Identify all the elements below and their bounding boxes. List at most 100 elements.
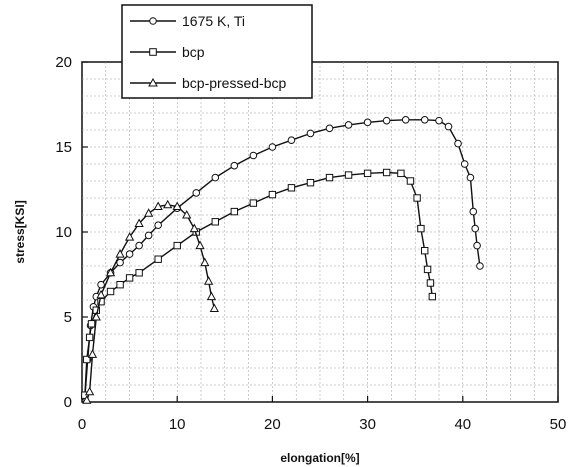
y-tick-label: 0 xyxy=(64,394,72,411)
legend-entry-1: 1675 K, Ti xyxy=(130,13,245,29)
series-3 xyxy=(82,199,219,404)
data-point-circle xyxy=(382,116,391,125)
data-point-circle xyxy=(466,173,475,182)
data-point-square xyxy=(421,247,429,255)
data-point-triangle xyxy=(195,240,205,250)
data-point-triangle xyxy=(172,201,182,210)
data-point-triangle xyxy=(134,218,144,227)
data-point-square xyxy=(173,241,181,250)
data-point-square xyxy=(417,224,425,233)
data-point-square xyxy=(413,194,421,202)
legend-entry-2: bcp xyxy=(130,44,205,60)
data-point-square xyxy=(325,173,334,182)
data-point-square xyxy=(154,255,162,263)
data-point-square xyxy=(87,320,96,328)
series-layer xyxy=(81,116,484,404)
data-point-square xyxy=(268,190,277,199)
data-point-triangle xyxy=(209,303,219,312)
data-point-triangle xyxy=(96,289,106,299)
data-point-triangle xyxy=(143,208,154,217)
data-point-circle xyxy=(444,122,453,131)
data-point-circle xyxy=(476,262,484,270)
axis-ticks: 0 10 20 30 40 50 0 5 10 15 20 xyxy=(55,54,566,433)
data-point-square xyxy=(125,274,134,282)
y-tick-label: 20 xyxy=(55,54,72,71)
data-point-circle xyxy=(135,241,143,250)
data-point-circle xyxy=(401,116,410,124)
data-point-triangle xyxy=(91,311,101,321)
data-point-circle xyxy=(469,207,478,216)
x-tick-label: 50 xyxy=(550,416,567,433)
data-point-triangle xyxy=(203,276,214,285)
data-point-square xyxy=(85,333,94,342)
data-point-square xyxy=(382,168,391,177)
y-tick-label: 15 xyxy=(55,139,72,156)
x-tick-label: 20 xyxy=(264,416,281,433)
x-tick-label: 30 xyxy=(359,416,376,433)
data-point-circle xyxy=(325,124,334,133)
data-point-triangle xyxy=(87,349,98,358)
data-point-circle xyxy=(116,258,124,267)
legend-entry-3: bcp-pressed-bcp xyxy=(130,75,286,91)
data-point-square xyxy=(230,207,239,216)
data-point-square xyxy=(397,169,405,178)
data-point-circle xyxy=(268,143,277,151)
data-point-square xyxy=(249,199,258,207)
legend-label-1: 1675 K, Ti xyxy=(182,13,245,29)
data-point-triangle xyxy=(163,199,173,209)
x-axis-label: elongation[%] xyxy=(280,451,359,465)
data-point-triangle xyxy=(105,267,116,277)
data-point-square xyxy=(97,298,105,306)
data-point-circle xyxy=(471,224,479,233)
y-tick-label: 10 xyxy=(55,224,72,241)
y-axis-label: stress[KSI] xyxy=(13,200,27,263)
legend-triangle-marker xyxy=(148,77,158,87)
data-point-square xyxy=(423,265,432,274)
data-point-square xyxy=(406,177,415,185)
data-point-triangle xyxy=(84,386,95,396)
x-tick-label: 0 xyxy=(78,416,86,433)
legend-square-marker xyxy=(149,48,157,56)
legend: 1675 K, Ti bcp bcp-pressed-bcp xyxy=(121,4,313,99)
x-tick-label: 10 xyxy=(169,416,186,433)
data-point-square xyxy=(83,355,91,364)
data-point-circle xyxy=(211,173,220,182)
data-point-triangle xyxy=(82,395,92,404)
data-point-square xyxy=(363,169,372,178)
data-point-circle xyxy=(420,116,429,124)
data-point-triangle xyxy=(200,257,210,267)
data-point-circle xyxy=(154,221,162,229)
data-point-triangle xyxy=(153,201,163,210)
data-point-square xyxy=(135,269,143,277)
data-point-circle xyxy=(344,121,353,129)
data-point-square xyxy=(306,179,315,187)
legend-circle-marker xyxy=(149,17,157,25)
data-point-circle xyxy=(97,280,105,289)
data-point-circle xyxy=(460,160,469,168)
data-point-circle xyxy=(306,129,315,138)
data-point-circle xyxy=(454,139,462,148)
data-point-square xyxy=(344,171,353,179)
data-point-circle xyxy=(249,151,258,160)
data-point-square xyxy=(116,281,124,289)
data-point-circle xyxy=(144,231,153,240)
data-point-triangle xyxy=(189,223,199,233)
data-point-square xyxy=(211,218,219,226)
data-point-triangle xyxy=(124,232,135,241)
data-point-circle xyxy=(230,161,239,170)
x-tick-label: 40 xyxy=(454,416,471,433)
data-point-triangle xyxy=(182,209,192,219)
data-point-triangle xyxy=(206,291,217,301)
data-point-square xyxy=(287,184,296,192)
data-point-triangle xyxy=(115,249,125,258)
legend-label-2: bcp xyxy=(182,44,205,60)
y-tick-label: 5 xyxy=(64,309,72,326)
data-point-circle xyxy=(287,136,296,144)
data-point-circle xyxy=(125,250,134,258)
data-point-square xyxy=(106,287,115,296)
data-point-square xyxy=(426,279,435,287)
data-point-circle xyxy=(363,118,372,127)
data-point-circle xyxy=(192,189,201,197)
legend-label-3: bcp-pressed-bcp xyxy=(182,75,286,91)
